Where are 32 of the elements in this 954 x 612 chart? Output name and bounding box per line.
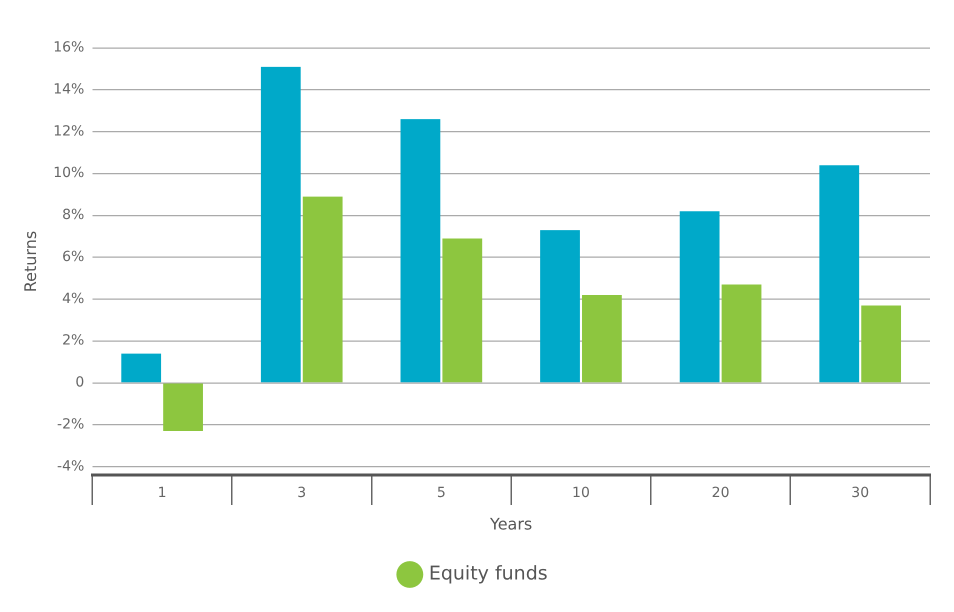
bar <box>722 284 762 382</box>
y-axis-title: Returns <box>20 230 40 292</box>
x-tick-label: 20 <box>712 485 730 502</box>
bar <box>819 165 860 382</box>
y-tick-label: -2% <box>57 416 84 432</box>
bar <box>121 354 162 382</box>
y-tick-label: 12% <box>53 123 84 140</box>
y-tick-label: 4% <box>62 290 84 307</box>
y-tick-label: 0 <box>75 374 84 391</box>
bar <box>442 238 482 382</box>
x-axis-title: Years <box>489 514 532 534</box>
y-tick-label: 8% <box>62 207 84 224</box>
x-tick-label: 30 <box>851 485 870 502</box>
bar <box>163 384 203 432</box>
bar <box>861 305 902 382</box>
bar <box>260 66 301 382</box>
y-tick-label: 6% <box>62 248 84 265</box>
y-tick-label: -4% <box>57 458 84 474</box>
x-tick-label: 3 <box>297 485 306 502</box>
legend-label: Equity funds <box>428 562 548 584</box>
x-tick-label: 5 <box>436 485 446 502</box>
y-tick-label: 2% <box>62 332 84 349</box>
bar <box>302 196 343 382</box>
bar <box>540 230 580 382</box>
y-tick-label: 16% <box>53 40 84 56</box>
y-tick-label: 14% <box>53 82 84 98</box>
bar <box>680 211 720 382</box>
x-tick-label: 10 <box>572 485 590 502</box>
x-tick-label: 1 <box>158 485 167 502</box>
bar <box>582 294 622 382</box>
bar <box>400 119 440 382</box>
y-tick-label: 10% <box>53 165 84 182</box>
